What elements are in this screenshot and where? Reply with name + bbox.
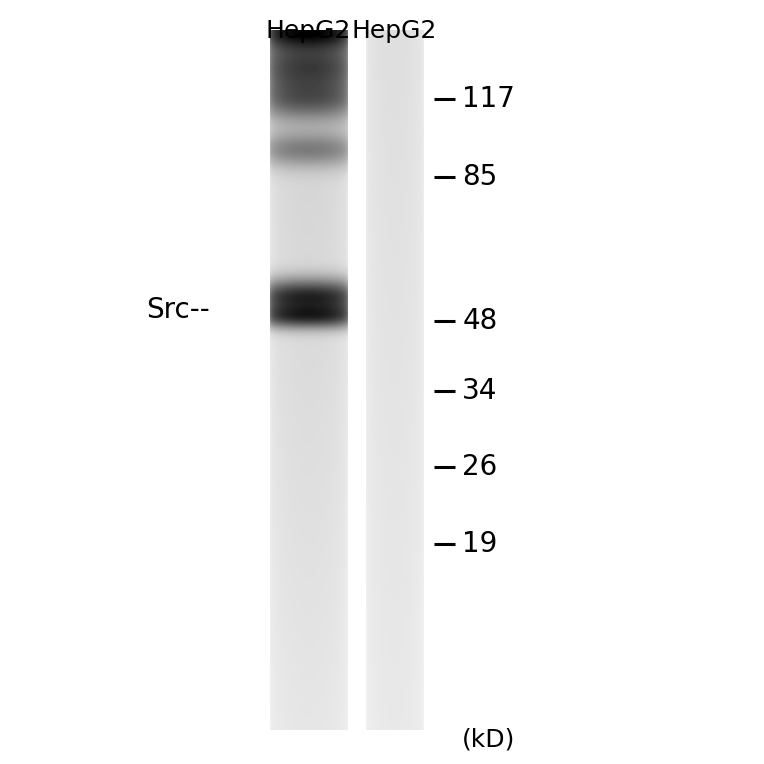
Text: 34: 34 (462, 377, 497, 405)
Text: 19: 19 (462, 530, 497, 558)
Text: HepG2: HepG2 (351, 19, 437, 43)
Text: (kD): (kD) (462, 727, 516, 752)
Text: Src--: Src-- (147, 296, 210, 324)
Text: 48: 48 (462, 306, 497, 335)
Text: 117: 117 (462, 85, 515, 113)
Text: HepG2: HepG2 (265, 19, 351, 43)
Text: 26: 26 (462, 454, 497, 481)
Text: 85: 85 (462, 163, 497, 191)
